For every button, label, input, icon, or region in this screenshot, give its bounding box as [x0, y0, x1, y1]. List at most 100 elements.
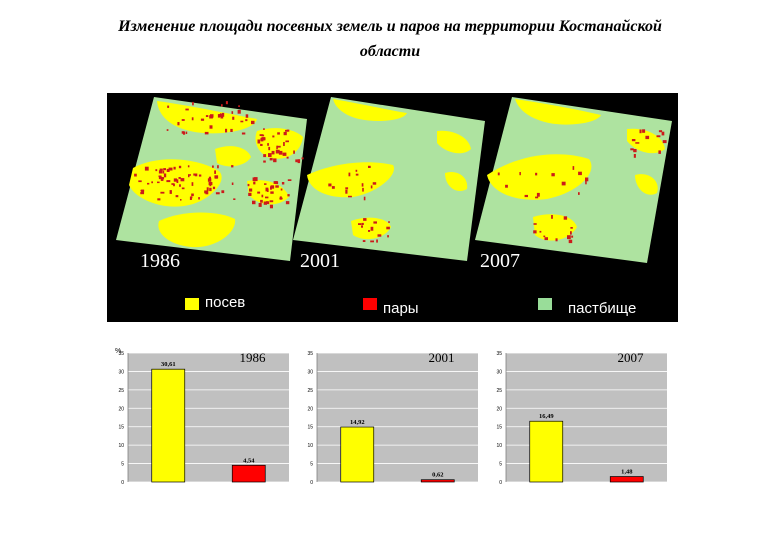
fallow-speck [192, 101, 194, 106]
map-year-label-2001: 2001 [300, 250, 340, 272]
fallow-speck [263, 201, 267, 205]
fallow-speck [221, 190, 225, 194]
fallow-speck [642, 129, 646, 133]
fallow-speck [497, 172, 500, 176]
fallow-speck [585, 177, 589, 182]
fallow-speck [251, 120, 255, 125]
y-tick-label: 0 [310, 480, 313, 486]
y-tick-label: 35 [307, 351, 313, 357]
fallow-speck [162, 170, 165, 174]
y-tick-label: 20 [496, 406, 502, 412]
fallow-speck [209, 125, 213, 129]
fallow-speck [268, 153, 272, 157]
fallow-speck [282, 152, 287, 156]
bar-value-label: 30,61 [161, 361, 176, 368]
fallow-speck [276, 145, 278, 150]
fallow-speck [281, 182, 285, 185]
fallow-speck [348, 195, 352, 198]
fallow-speck [271, 150, 275, 155]
fallow-speck [645, 135, 650, 140]
satellite-map-panel: 1986 2001 2007 посев [107, 93, 678, 322]
fallow-speck [161, 177, 164, 181]
fallow-speck [370, 226, 374, 231]
y-tick-label: 10 [496, 443, 502, 449]
fallow-speck [363, 218, 367, 221]
fallow-speck [214, 175, 219, 179]
fallow-speck [225, 128, 228, 133]
fallow-speck [198, 174, 202, 177]
fallow-speck [658, 150, 661, 154]
fallow-speck [286, 156, 289, 159]
fallow-speck [217, 165, 219, 169]
legend-item-fallow: пары [363, 298, 419, 317]
fallow-speck [539, 230, 542, 233]
fallow-speck [167, 105, 170, 108]
fallow-speck [257, 139, 261, 144]
fallow-speck [519, 172, 521, 176]
legend-label-pasture: пастбище [568, 300, 636, 317]
y-tick-label: 15 [496, 425, 502, 431]
y-tick-label: 15 [307, 425, 313, 431]
fallow-speck [220, 113, 222, 116]
fallow-speck [535, 172, 538, 176]
fallow-speck [567, 235, 571, 240]
fallow-speck [585, 180, 587, 185]
fallow-speck [631, 139, 636, 142]
fallow-speck [361, 222, 364, 225]
fallow-speck [157, 181, 160, 184]
fallow-speck [269, 204, 273, 209]
fallow-speck [188, 174, 191, 176]
fallow-speck [185, 108, 189, 111]
fallow-speck [277, 132, 280, 135]
fallow-speck [372, 182, 377, 185]
bar-chart-2001: 0 5 10 15 20 25 30 35 2001 14,92 0,62 [307, 350, 478, 486]
fallow-speck [204, 131, 209, 135]
fallow-speck [278, 150, 283, 155]
fallow-speck [661, 131, 665, 136]
fallow-speck [159, 168, 163, 171]
fallow-speck [231, 165, 234, 168]
fallow-speck [191, 182, 194, 186]
fallow-speck [178, 177, 181, 179]
fallow-speck [158, 176, 162, 180]
fallow-speck [524, 194, 528, 198]
fallow-speck [210, 114, 214, 118]
fallow-speck [571, 235, 574, 238]
fallow-speck [173, 178, 177, 182]
fallow-speck [248, 192, 252, 196]
legend-label-crop: посев [205, 294, 245, 311]
fallow-speck [198, 197, 200, 200]
fallow-speck [158, 170, 163, 174]
fallow-speck [147, 182, 150, 185]
fallow-speck [285, 201, 290, 205]
y-axis-label: % [115, 348, 121, 355]
fallow-speck [570, 227, 573, 229]
fallow-speck [247, 183, 250, 187]
fallow-speck [217, 114, 221, 118]
fallow-speck [551, 173, 555, 177]
fallow-speck [258, 203, 262, 207]
bar-chart-1986: 0 5 10 15 20 25 30 35% 1986 30,61 4,54 [115, 348, 289, 486]
fallow-speck [180, 199, 182, 201]
fallow-speck [544, 237, 548, 241]
fallow-speck [193, 173, 197, 176]
bar-посев [529, 420, 564, 483]
fallow-speck [287, 179, 292, 181]
fallow-speck [363, 196, 366, 201]
legend-label-fallow: пары [383, 300, 419, 317]
fallow-speck [272, 135, 275, 138]
fallow-speck [191, 117, 194, 121]
fallow-speck [176, 179, 179, 183]
y-tick-label: 25 [496, 388, 502, 394]
y-tick-label: 20 [118, 406, 124, 412]
fallow-speck [175, 195, 179, 198]
fallow-speck [178, 165, 182, 169]
bar-посев [340, 426, 375, 483]
fallow-speck [568, 239, 573, 244]
y-tick-label: 25 [307, 388, 313, 394]
chart-title: 2007 [618, 350, 645, 365]
fallow-speck [232, 116, 235, 120]
fallow-speck [285, 129, 288, 132]
fallow-speck [388, 221, 390, 223]
fallow-speck [173, 184, 175, 187]
